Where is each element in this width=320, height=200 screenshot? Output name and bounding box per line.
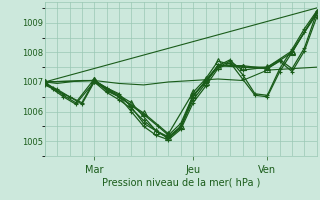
- X-axis label: Pression niveau de la mer( hPa ): Pression niveau de la mer( hPa ): [102, 178, 260, 188]
